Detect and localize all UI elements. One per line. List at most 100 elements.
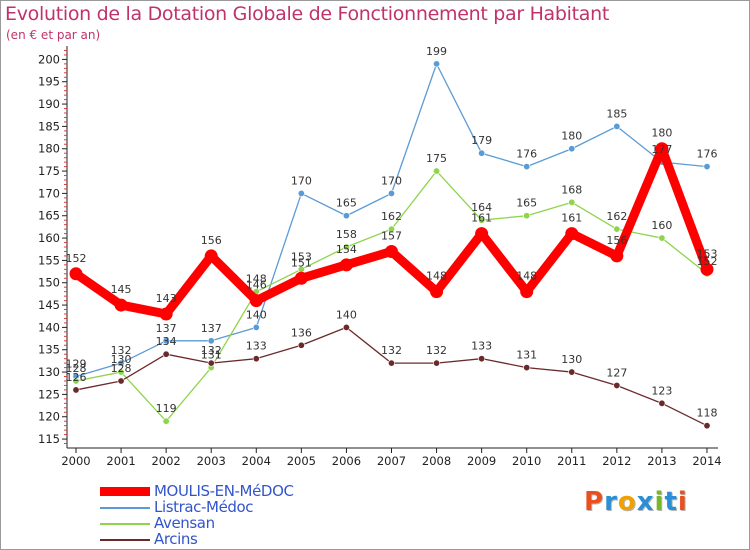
data-point-listrac-m-doc (342, 212, 350, 220)
data-point-arcins (117, 377, 125, 385)
data-label-avensan: 158 (336, 228, 357, 241)
legend-swatch-moulis (100, 487, 150, 496)
data-point-listrac-m-doc (478, 149, 486, 157)
y-tick-label: 125 (38, 387, 60, 401)
x-tick-label: 2011 (557, 454, 586, 468)
data-point-arcins (72, 386, 80, 394)
x-tick-label: 2008 (422, 454, 451, 468)
data-label-moulis-en-m-doc: 156 (201, 234, 222, 247)
data-label-listrac-m-doc: 137 (156, 322, 177, 335)
data-point-moulis-en-m-doc (204, 249, 218, 263)
data-label-listrac-m-doc: 132 (111, 344, 132, 357)
legend-swatch-avensan (100, 523, 150, 525)
data-label-moulis-en-m-doc: 152 (66, 252, 87, 265)
x-tick-label: 2001 (106, 454, 135, 468)
data-label-listrac-m-doc: 129 (66, 358, 87, 371)
data-label-moulis-en-m-doc: 151 (291, 256, 312, 269)
data-point-moulis-en-m-doc (430, 285, 444, 299)
y-tick-label: 180 (38, 142, 60, 156)
data-point-arcins (478, 355, 486, 363)
data-label-avensan: 152 (696, 255, 717, 268)
data-label-arcins: 130 (561, 353, 582, 366)
data-label-listrac-m-doc: 185 (606, 107, 627, 120)
data-point-arcins (523, 364, 531, 372)
data-point-moulis-en-m-doc (114, 298, 128, 312)
chart-subtitle: (en € et par an) (6, 28, 101, 42)
y-tick-label: 155 (38, 253, 60, 267)
data-label-listrac-m-doc: 180 (561, 130, 582, 143)
data-label-moulis-en-m-doc: 153 (696, 247, 717, 260)
data-label-avensan: 162 (606, 210, 627, 223)
data-label-arcins: 126 (66, 371, 87, 384)
data-label-arcins: 132 (381, 344, 402, 357)
data-point-avensan (387, 225, 395, 233)
data-point-listrac-m-doc (387, 189, 395, 197)
x-tick-label: 2005 (287, 454, 316, 468)
data-label-arcins: 131 (516, 349, 537, 362)
data-label-arcins: 133 (246, 340, 267, 353)
data-label-listrac-m-doc: 177 (651, 143, 672, 156)
data-label-avensan: 153 (291, 250, 312, 263)
data-labels-layer: 129 132 137 137 140 170 165 170 199 179 176 180 185 1… (66, 45, 718, 420)
data-point-moulis-en-m-doc (294, 271, 308, 285)
data-point-avensan (568, 198, 576, 206)
logo-letter: i (654, 487, 665, 517)
logo-letter: i (677, 487, 688, 517)
data-label-listrac-m-doc: 176 (696, 148, 717, 161)
data-label-listrac-m-doc: 176 (516, 148, 537, 161)
data-point-arcins (252, 355, 260, 363)
data-point-moulis-en-m-doc (339, 258, 353, 272)
data-label-moulis-en-m-doc: 145 (111, 283, 132, 296)
x-tick-label: 2010 (512, 454, 541, 468)
y-tick-label: 165 (38, 209, 60, 223)
y-tick-label: 115 (38, 432, 60, 446)
data-label-listrac-m-doc: 165 (336, 197, 357, 210)
y-tick-label: 130 (38, 365, 60, 379)
y-tick-label: 170 (38, 186, 60, 200)
x-tick-label: 2000 (61, 454, 90, 468)
data-point-moulis-en-m-doc (610, 249, 624, 263)
data-point-arcins (387, 359, 395, 367)
x-tick-label: 2009 (467, 454, 496, 468)
data-point-arcins (297, 341, 305, 349)
data-point-listrac-m-doc (613, 122, 621, 130)
data-label-moulis-en-m-doc: 161 (561, 212, 582, 225)
data-label-avensan: 160 (651, 219, 672, 232)
x-tick-label: 2002 (151, 454, 180, 468)
data-point-avensan (523, 212, 531, 220)
data-point-arcins (207, 359, 215, 367)
legend-swatch-arcins (100, 539, 150, 541)
data-point-listrac-m-doc (117, 359, 125, 367)
data-point-arcins (613, 381, 621, 389)
data-point-arcins (433, 359, 441, 367)
series-layer (69, 60, 714, 430)
data-label-avensan: 128 (66, 362, 87, 375)
data-label-arcins: 132 (426, 344, 447, 357)
y-tick-label: 140 (38, 320, 60, 334)
x-tick-label: 2012 (602, 454, 631, 468)
data-label-moulis-en-m-doc: 148 (426, 270, 447, 283)
logo-letter: t (664, 487, 678, 517)
data-label-avensan: 130 (111, 353, 132, 366)
logo-letter: x (636, 487, 655, 517)
data-label-listrac-m-doc: 140 (246, 308, 267, 321)
data-label-arcins: 133 (471, 340, 492, 353)
y-tick-label: 195 (38, 75, 60, 89)
axes: 1151201251301351401451501551601651701751… (38, 46, 722, 468)
data-label-listrac-m-doc: 179 (471, 134, 492, 147)
data-label-moulis-en-m-doc: 143 (156, 292, 177, 305)
data-point-listrac-m-doc (568, 145, 576, 153)
data-label-avensan: 131 (201, 349, 222, 362)
data-point-moulis-en-m-doc (159, 307, 173, 321)
legend-label-arcins: Arcins (154, 530, 198, 548)
data-point-listrac-m-doc (207, 337, 215, 345)
logo-letter: o (617, 487, 637, 517)
data-point-listrac-m-doc (297, 189, 305, 197)
data-point-listrac-m-doc (252, 323, 260, 331)
logo-letter: P (584, 487, 605, 517)
data-point-avensan (162, 417, 170, 425)
data-point-moulis-en-m-doc (384, 244, 398, 258)
logo-letter: r (604, 487, 618, 517)
